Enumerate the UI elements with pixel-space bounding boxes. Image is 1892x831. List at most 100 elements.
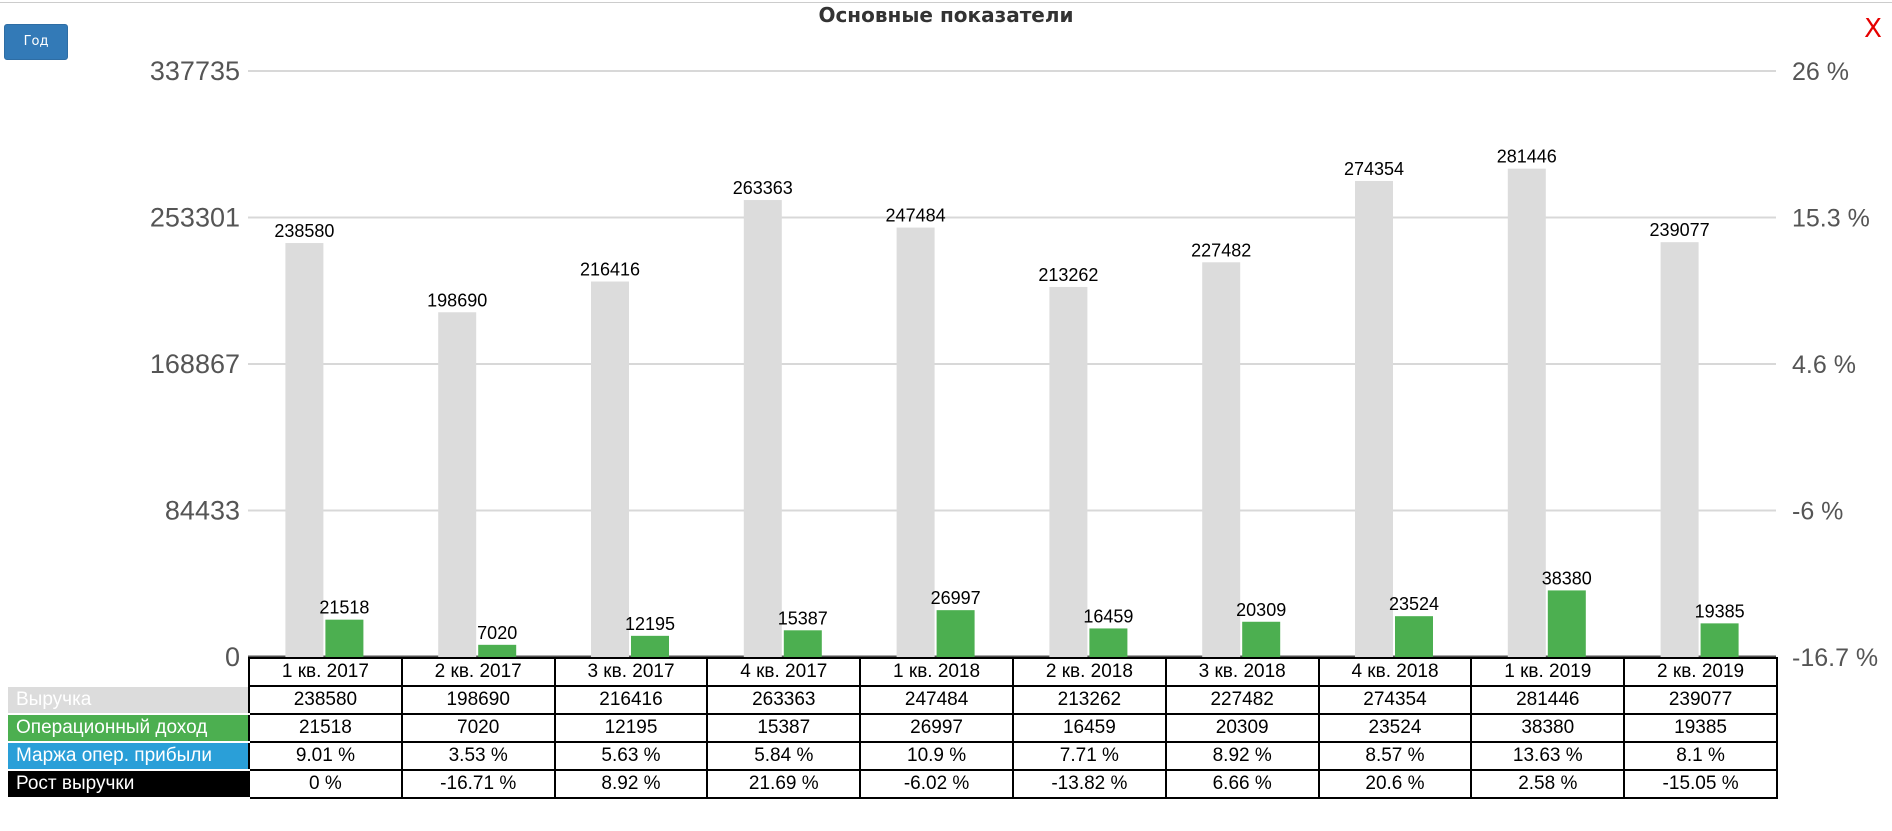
table-header-cell: 2 кв. 2017 [400,657,556,687]
table-cell: 7020 [400,713,556,743]
table-cell: 5.63 % [553,741,709,771]
bar-revenue [438,312,477,657]
bar-revenue [1049,286,1088,657]
bar-revenue [1660,242,1699,657]
table-cell: -13.82 % [1011,769,1167,799]
bar-operating-income [478,644,517,657]
data-label-operating-income: 19385 [1695,601,1745,621]
table-row-margin: Маржа опер. прибыли 9.01 % 3.53 % 5.63 %… [6,741,1778,771]
table-header-cell: 1 кв. 2019 [1470,657,1626,687]
data-label-operating-income: 12195 [625,614,675,634]
data-label-revenue: 213262 [1038,265,1098,285]
table-cell: -16.71 % [400,769,556,799]
data-labels: 238580 21518 198690 7020 216416 12195 263363 15… [274,147,1744,643]
data-label-revenue: 227482 [1191,240,1251,260]
table-cell: 38380 [1470,713,1626,743]
top-rule [0,2,1892,3]
table-header-cell: 3 кв. 2017 [553,657,709,687]
data-table: 1 кв. 2017 2 кв. 2017 3 кв. 2017 4 кв. 2… [6,657,1778,799]
data-label-operating-income: 16459 [1083,606,1133,626]
table-cell: 16459 [1011,713,1167,743]
table-cell: -15.05 % [1623,769,1778,799]
y-tick-label: 337735 [150,56,240,86]
table-cell: 7.71 % [1011,741,1167,771]
data-label-revenue: 239077 [1650,220,1710,240]
data-label-revenue: 198690 [427,290,487,310]
bar-operating-income [1547,590,1586,657]
table-cell: 8.1 % [1623,741,1778,771]
table-cell: 238580 [248,685,403,715]
table-cell: 6.66 % [1164,769,1320,799]
table-cell: 247484 [859,685,1014,715]
table-header-cell: 2 кв. 2018 [1011,657,1167,687]
table-cell: 9.01 % [248,741,403,771]
y2-tick-label: 26 % [1792,58,1849,86]
table-row-growth: Рост выручки 0 % -16.71 % 8.92 % 21.69 %… [6,769,1778,799]
bars [285,168,1739,657]
data-label-revenue: 274354 [1344,159,1404,179]
table-header-cell: 1 кв. 2018 [859,657,1014,687]
table-header-cell: 2 кв. 2019 [1623,657,1778,687]
table-header-cell: 4 кв. 2017 [706,657,862,687]
data-label-operating-income: 38380 [1542,568,1592,588]
data-label-operating-income: 21518 [319,598,369,618]
table-cell: 198690 [400,685,556,715]
table-cell: 10.9 % [859,741,1014,771]
table-cell: 19385 [1623,713,1778,743]
table-cell: 239077 [1623,685,1778,715]
y-axis-right: 26 % 15.3 % 4.6 % -6 % -16.7 % [1792,58,1878,672]
data-label-operating-income: 15387 [778,608,828,628]
data-label-operating-income: 7020 [477,623,517,643]
bar-revenue [896,227,935,657]
y2-tick-label: 15.3 % [1792,205,1870,233]
close-icon[interactable]: X [1864,14,1882,44]
table-cell: 26997 [859,713,1014,743]
data-label-operating-income: 23524 [1389,594,1439,614]
table-cell: 2.58 % [1470,769,1626,799]
table-header-cell: 1 кв. 2017 [248,657,403,687]
table-cell: 21518 [248,713,403,743]
table-cell: -6.02 % [859,769,1014,799]
bar-operating-income [1700,623,1739,657]
bar-revenue [1355,180,1393,657]
y-tick-label: 168867 [150,349,240,379]
data-label-revenue: 247484 [886,206,946,226]
bar-operating-income [631,635,669,657]
y-tick-label: 0 [225,642,240,672]
bar-operating-income [325,619,364,657]
table-cell: 8.92 % [1164,741,1320,771]
row-label-operating-income: Операционный доход [6,713,250,743]
bar-revenue [591,281,629,657]
table-cell: 281446 [1470,685,1626,715]
bar-operating-income [936,610,975,657]
table-cell: 3.53 % [400,741,556,771]
bar-operating-income [1395,616,1433,657]
year-button[interactable]: Год [4,24,68,60]
table-cell: 274354 [1317,685,1473,715]
chart-title: Основные показатели [818,3,1074,27]
y2-tick-label: 4.6 % [1792,351,1856,379]
table-cell: 213262 [1011,685,1167,715]
data-label-revenue: 238580 [274,221,334,241]
table-cell: 20.6 % [1317,769,1473,799]
data-label-revenue: 263363 [733,178,793,198]
table-cell: 15387 [706,713,862,743]
table-cell: 12195 [553,713,709,743]
data-label-operating-income: 26997 [931,588,981,608]
row-label-growth: Рост выручки [6,769,250,799]
bar-operating-income [1242,621,1281,657]
data-label-operating-income: 20309 [1236,600,1286,620]
table-cell: 227482 [1164,685,1320,715]
table-cell: 0 % [248,769,403,799]
table-cell: 263363 [706,685,862,715]
table-cell: 20309 [1164,713,1320,743]
row-label-margin: Маржа опер. прибыли [6,741,250,771]
data-label-revenue: 281446 [1497,147,1557,167]
y-axis-left: 337735 253301 168867 84433 0 [150,56,240,672]
bar-revenue [1202,262,1241,657]
table-header-row: 1 кв. 2017 2 кв. 2017 3 кв. 2017 4 кв. 2… [7,657,1778,687]
bar-operating-income [783,630,822,657]
table-cell: 23524 [1317,713,1473,743]
table-cell: 13.63 % [1470,741,1626,771]
table-cell: 21.69 % [706,769,862,799]
